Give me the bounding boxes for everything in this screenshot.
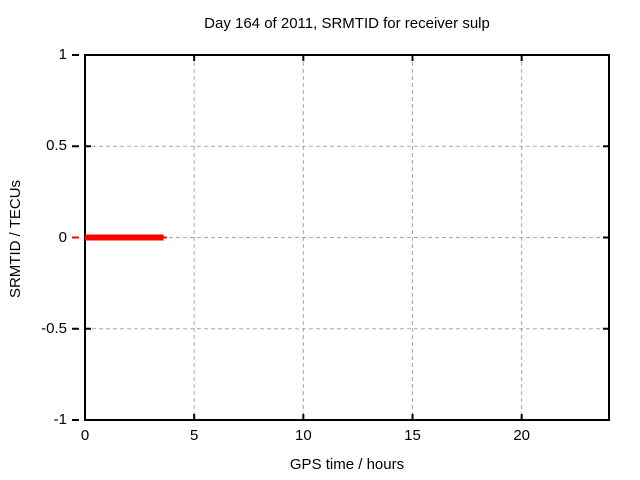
chart-title: Day 164 of 2011, SRMTID for receiver sul…: [204, 15, 490, 32]
y-tick-label: 0: [58, 228, 67, 246]
x-axis-label: GPS time / hours: [289, 456, 405, 473]
x-tick-label: 0: [80, 427, 90, 444]
x-tick-label: 15: [404, 427, 421, 444]
x-tick-label: 20: [513, 427, 530, 444]
x-tick-label: 5: [189, 427, 199, 444]
y-tick-label: 1: [58, 46, 67, 63]
y-tick-label: -0.5: [41, 319, 67, 337]
y-tick-label: -1: [53, 411, 67, 428]
y-tick-label: 0.5: [46, 137, 67, 155]
x-tick-label: 10: [294, 427, 312, 444]
